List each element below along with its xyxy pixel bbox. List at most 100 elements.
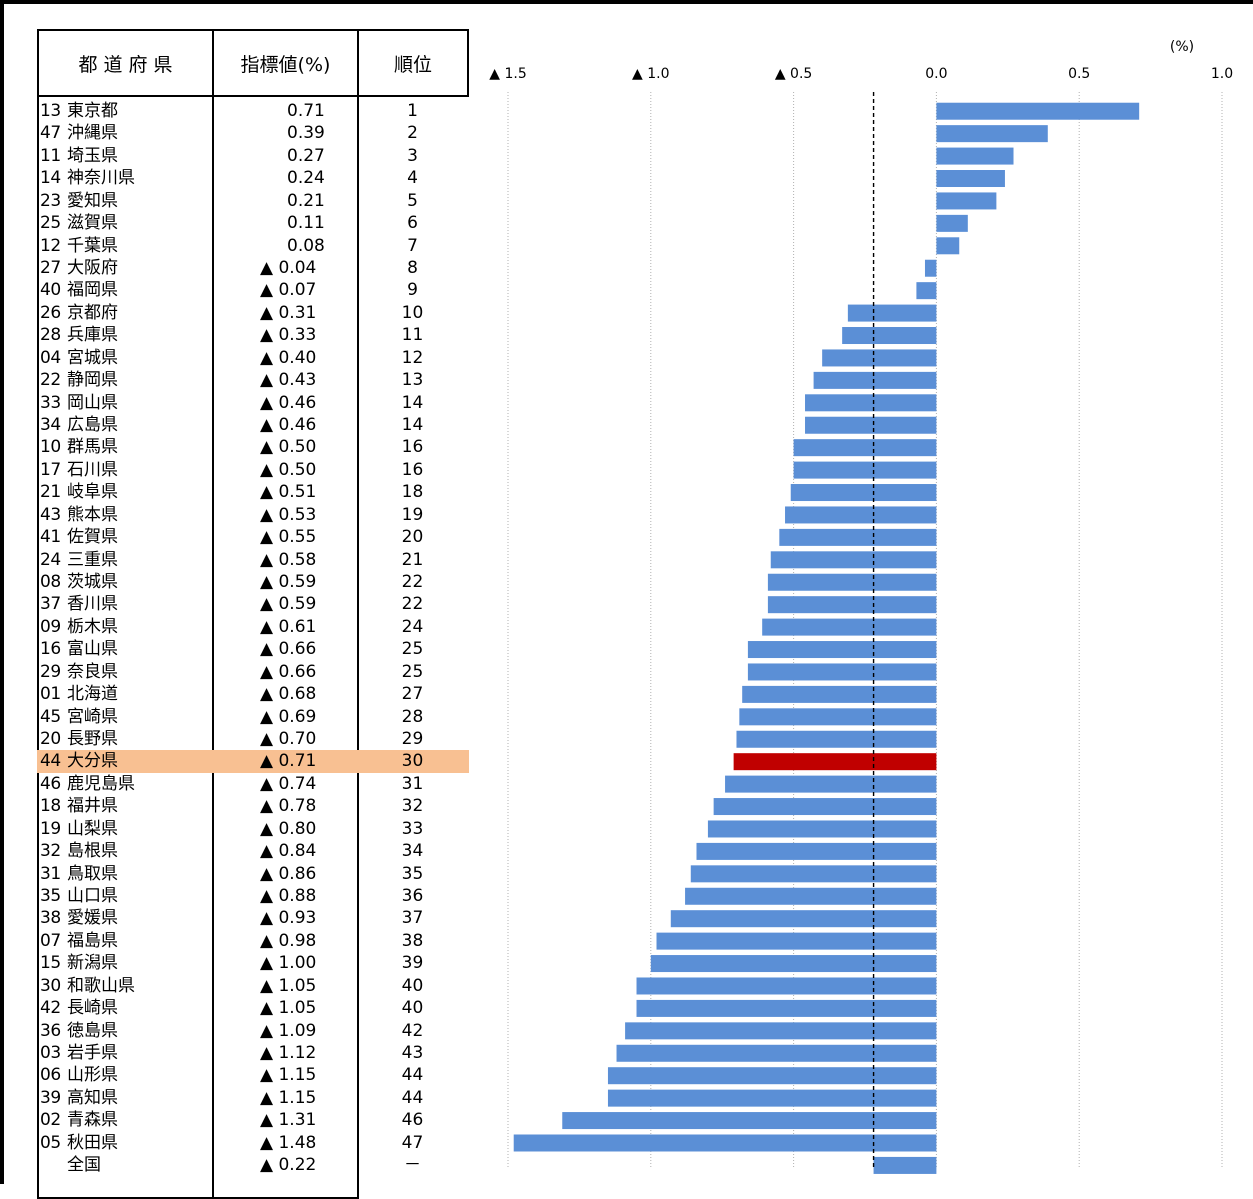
rank-value: 35 <box>401 863 424 884</box>
prefecture-name: 栃木県 <box>67 616 118 637</box>
bar <box>513 1134 937 1152</box>
rank-value: 33 <box>401 818 424 839</box>
indicator-value: ▲ 0.58 <box>260 549 317 570</box>
prefecture-name: 秋田県 <box>67 1132 118 1153</box>
rank-value: 14 <box>401 392 424 413</box>
prefecture-code: 38 <box>40 908 61 929</box>
prefecture-code: 23 <box>40 190 61 211</box>
bar <box>742 685 937 703</box>
indicator-value: 0.21 <box>287 190 325 211</box>
table-row: 19 山梨県 ▲ 0.80 33 <box>37 818 469 840</box>
prefecture-code: 08 <box>40 572 61 593</box>
rank-value: 40 <box>401 998 424 1019</box>
bar <box>616 1044 937 1062</box>
prefecture-name: 神奈川県 <box>67 168 135 189</box>
indicator-value: ▲ 1.05 <box>260 998 317 1019</box>
prefecture-code: 42 <box>40 998 61 1019</box>
table-row: 21 岐阜県 ▲ 0.51 18 <box>37 481 469 503</box>
prefecture-code: 46 <box>40 773 61 794</box>
prefecture-code: 11 <box>40 145 61 166</box>
prefecture-name: 群馬県 <box>67 437 118 458</box>
rank-value: 25 <box>401 661 424 682</box>
table-row: 39 高知県 ▲ 1.15 44 <box>37 1087 469 1109</box>
bar <box>656 932 937 950</box>
bar <box>936 237 960 255</box>
table-row: 06 山形県 ▲ 1.15 44 <box>37 1064 469 1086</box>
prefecture-name: 岩手県 <box>67 1043 118 1064</box>
bar <box>813 371 937 389</box>
indicator-value: ▲ 0.71 <box>260 751 317 772</box>
bar <box>936 125 1048 143</box>
rank-value: 29 <box>401 729 424 750</box>
prefecture-name: 広島県 <box>67 415 118 436</box>
indicator-value: ▲ 0.46 <box>260 415 317 436</box>
prefecture-name: 宮崎県 <box>67 706 118 727</box>
prefecture-code: 44 <box>40 751 61 772</box>
prefecture-name: 長崎県 <box>67 998 118 1019</box>
bar <box>936 147 1014 165</box>
indicator-value: ▲ 0.98 <box>260 930 317 951</box>
indicator-value: ▲ 1.12 <box>260 1043 317 1064</box>
indicator-value: ▲ 0.43 <box>260 370 317 391</box>
bar <box>793 461 937 479</box>
rank-value: 39 <box>401 953 424 974</box>
bar <box>916 282 937 300</box>
x-tick-label: 0.0 <box>925 66 947 82</box>
rank-value: 4 <box>407 168 418 189</box>
bar <box>924 259 937 277</box>
bar <box>650 955 937 973</box>
rank-value: 19 <box>401 504 424 525</box>
bar <box>607 1089 937 1107</box>
indicator-value: 0.11 <box>287 213 325 234</box>
indicator-value: ▲ 0.59 <box>260 572 317 593</box>
indicator-value: ▲ 1.15 <box>260 1065 317 1086</box>
x-tick-label: ▲ 1.5 <box>489 66 526 82</box>
table-row: 04 宮城県 ▲ 0.40 12 <box>37 347 469 369</box>
table-row: 34 広島県 ▲ 0.46 14 <box>37 414 469 436</box>
rank-value: 21 <box>401 549 424 570</box>
header-prefecture: 都 道 府 県 <box>37 29 214 97</box>
table-row: 10 群馬県 ▲ 0.50 16 <box>37 436 469 458</box>
prefecture-code: 04 <box>40 347 61 368</box>
prefecture-name: 富山県 <box>67 639 118 660</box>
indicator-value: ▲ 0.07 <box>260 280 317 301</box>
prefecture-name: 京都府 <box>67 302 118 323</box>
rank-value: 38 <box>401 930 424 951</box>
prefecture-code: 45 <box>40 706 61 727</box>
bar <box>747 663 937 681</box>
rank-value: 31 <box>401 773 424 794</box>
indicator-value: 0.24 <box>287 168 325 189</box>
table-row: 33 岡山県 ▲ 0.46 14 <box>37 392 469 414</box>
indicator-value: ▲ 0.88 <box>260 886 317 907</box>
prefecture-name: 岡山県 <box>67 392 118 413</box>
rank-value: 5 <box>407 190 418 211</box>
x-tick-label: ▲ 1.0 <box>632 66 669 82</box>
rank-value: 16 <box>401 459 424 480</box>
bar <box>793 439 937 457</box>
prefecture-name: 香川県 <box>67 594 118 615</box>
indicator-value: 0.39 <box>287 123 325 144</box>
rank-value: 27 <box>401 684 424 705</box>
prefecture-name: 島根県 <box>67 841 118 862</box>
table-row: 01 北海道 ▲ 0.68 27 <box>37 683 469 705</box>
table-row: 24 三重県 ▲ 0.58 21 <box>37 549 469 571</box>
prefecture-name: 長野県 <box>67 729 118 750</box>
unit-label: (%) <box>1170 39 1194 55</box>
indicator-value: 0.71 <box>287 101 325 121</box>
prefecture-name: 高知県 <box>67 1087 118 1108</box>
prefecture-code: 07 <box>40 930 61 951</box>
table-row: 45 宮崎県 ▲ 0.69 28 <box>37 706 469 728</box>
prefecture-name: 埼玉県 <box>67 145 118 166</box>
table-row: 44 大分県 ▲ 0.71 30 <box>37 750 469 773</box>
prefecture-name: 福岡県 <box>67 280 118 301</box>
rank-value: 36 <box>401 886 424 907</box>
prefecture-name: 福井県 <box>67 796 118 817</box>
bar <box>790 484 937 502</box>
table-row: 35 山口県 ▲ 0.88 36 <box>37 885 469 907</box>
prefecture-code: 37 <box>40 594 61 615</box>
header-rank: 順位 <box>357 29 469 97</box>
indicator-value: ▲ 0.68 <box>260 684 317 705</box>
bar <box>725 775 937 793</box>
rank-value: 22 <box>401 594 424 615</box>
